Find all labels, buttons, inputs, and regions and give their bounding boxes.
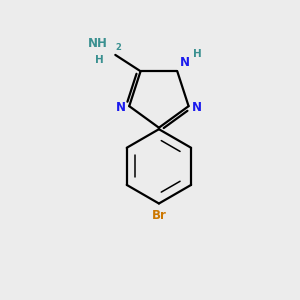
Text: N: N	[180, 56, 190, 69]
Text: N: N	[192, 101, 202, 114]
Text: H: H	[193, 49, 202, 59]
Text: NH: NH	[88, 37, 108, 50]
Text: Br: Br	[152, 209, 166, 222]
Text: H: H	[95, 56, 104, 65]
Text: N: N	[116, 101, 126, 114]
Text: 2: 2	[115, 43, 121, 52]
